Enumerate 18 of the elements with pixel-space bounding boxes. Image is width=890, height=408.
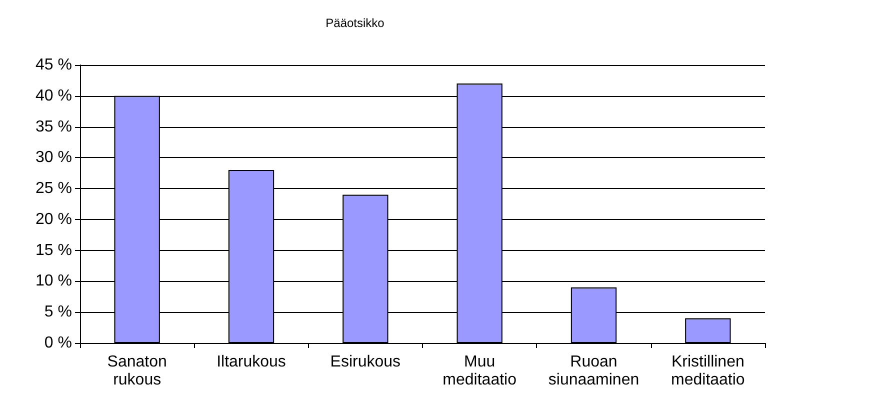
x-tick-label: Kristillinen meditaatio bbox=[671, 354, 745, 388]
y-tick-label: 35 % bbox=[36, 118, 72, 136]
y-tick-label: 15 % bbox=[36, 242, 72, 259]
x-tick-label: Ruoan siunaaminen bbox=[548, 354, 640, 388]
y-tick-label: 45 % bbox=[36, 56, 72, 74]
y-tick-label: 5 % bbox=[44, 304, 72, 321]
chart-title: Pääotsikko bbox=[326, 16, 385, 30]
x-tick-label: Sanaton rukous bbox=[107, 354, 167, 388]
y-tick-label: 30 % bbox=[36, 149, 72, 166]
y-tick-label: 10 % bbox=[36, 272, 72, 290]
x-tick-label: Esirukous bbox=[330, 354, 401, 370]
x-tick-label: Muu meditaatio bbox=[442, 354, 517, 388]
y-tick-label: 25 % bbox=[36, 180, 72, 198]
x-tick-label: Iltarukous bbox=[216, 354, 286, 370]
bar bbox=[685, 318, 731, 343]
y-tick-label: 0 % bbox=[44, 334, 72, 352]
y-tick-label: 40 % bbox=[36, 87, 72, 104]
y-tick-label: 20 % bbox=[36, 210, 72, 228]
